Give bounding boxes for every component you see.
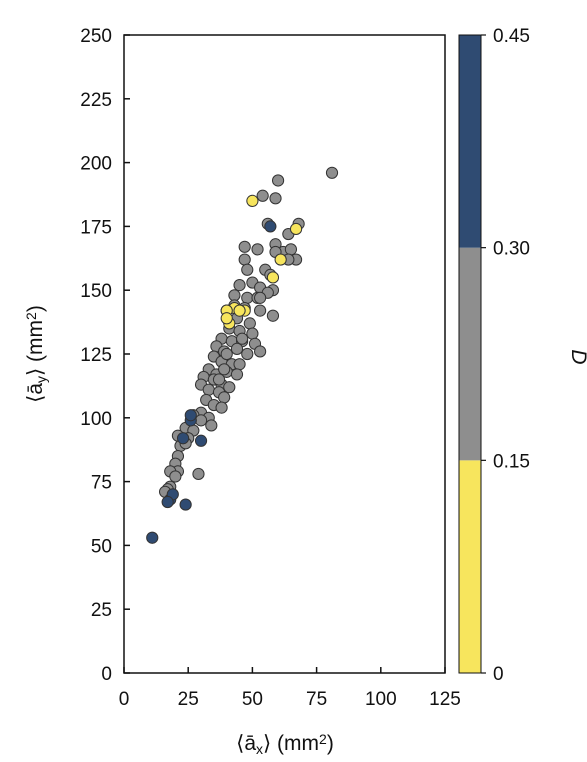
plot-frame — [123, 34, 446, 674]
data-point-high — [146, 531, 159, 544]
data-point-mid — [241, 291, 254, 304]
colorbar-tick-label: 0.15 — [493, 451, 530, 472]
y-tick-label: 0 — [101, 664, 112, 685]
data-point-mid — [230, 368, 244, 381]
data-point-mid — [241, 263, 254, 276]
x-tick-label: 50 — [242, 689, 263, 710]
data-point-mid — [236, 332, 249, 345]
data-point-mid — [254, 291, 267, 304]
data-point-low — [289, 222, 303, 236]
y-tick-label: 175 — [80, 217, 112, 238]
data-point-mid — [254, 304, 267, 317]
data-point-mid — [271, 174, 285, 187]
data-point-high — [161, 495, 174, 509]
data-point-low — [266, 271, 280, 284]
data-point-mid — [325, 166, 339, 179]
x-tick-label: 25 — [178, 689, 199, 710]
data-point-mid — [192, 467, 205, 481]
colorbar-tick-label: 0.45 — [493, 26, 530, 47]
y-tick-label: 225 — [80, 90, 112, 111]
colorbar-frame — [458, 34, 482, 674]
data-point-mid — [266, 309, 280, 322]
data-point-mid — [194, 414, 208, 427]
data-point-mid — [230, 342, 244, 355]
y-axis-ticks: 0 25 50 75 100 125 150 175 200 225 250 — [80, 26, 130, 685]
data-point-low — [274, 253, 287, 266]
data-point-mid — [169, 470, 182, 483]
colorbar-segment — [459, 35, 481, 248]
y-tick-label: 200 — [80, 154, 112, 175]
data-point-high — [184, 409, 197, 422]
data-point-mid — [269, 192, 282, 205]
colorbar-segment — [459, 460, 481, 673]
x-tick-label: 0 — [119, 689, 130, 710]
y-tick-label: 125 — [80, 345, 112, 366]
x-tick-label: 125 — [429, 689, 461, 710]
data-points — [146, 166, 339, 544]
data-point-mid — [238, 240, 251, 253]
data-point-mid — [246, 327, 259, 340]
data-point-mid — [233, 358, 246, 371]
y-tick-label: 100 — [80, 409, 112, 430]
colorbar-ticks: 0 0.15 0.30 0.45 — [481, 26, 530, 685]
data-point-mid — [251, 243, 264, 256]
x-tick-label: 100 — [365, 689, 397, 710]
data-point-mid — [223, 381, 236, 394]
data-point-low — [220, 312, 233, 325]
data-point-mid — [228, 289, 241, 302]
data-point-high — [176, 432, 190, 445]
colorbar — [458, 34, 482, 674]
data-point-low — [246, 194, 259, 207]
data-point-mid — [233, 278, 246, 292]
y-tick-label: 50 — [91, 536, 112, 557]
data-point-low — [233, 304, 246, 317]
colorbar-tick-label: 0.30 — [493, 239, 530, 260]
data-point-mid — [238, 253, 251, 266]
data-point-mid — [220, 347, 233, 361]
data-point-mid — [254, 345, 267, 358]
x-axis-ticks: 0 25 50 75 100 125 — [119, 667, 461, 710]
x-tick-label: 75 — [306, 689, 327, 710]
x-axis-label: ⟨āx⟩ (mm2) — [236, 731, 334, 756]
data-point-mid — [243, 317, 256, 330]
data-point-high — [179, 498, 192, 511]
y-axis-label: ⟨āy⟩ (mm2) — [23, 305, 48, 403]
y-tick-label: 250 — [80, 26, 112, 47]
data-point-mid — [218, 391, 231, 404]
data-point-mid — [212, 373, 226, 386]
y-tick-label: 150 — [80, 281, 112, 302]
data-point-mid — [205, 419, 218, 432]
y-tick-label: 25 — [91, 600, 112, 621]
data-point-mid — [284, 243, 298, 256]
data-point-high — [264, 220, 277, 233]
data-point-high — [194, 434, 208, 447]
colorbar-segment — [459, 247, 481, 461]
colorbar-label: D — [567, 349, 587, 364]
data-point-mid — [256, 189, 269, 202]
data-point-mid — [215, 401, 228, 414]
data-point-mid — [241, 347, 254, 361]
colorbar-tick-label: 0 — [493, 664, 504, 685]
y-tick-label: 75 — [91, 473, 112, 494]
data-point-mid — [202, 383, 215, 396]
data-point-mid — [218, 363, 231, 376]
